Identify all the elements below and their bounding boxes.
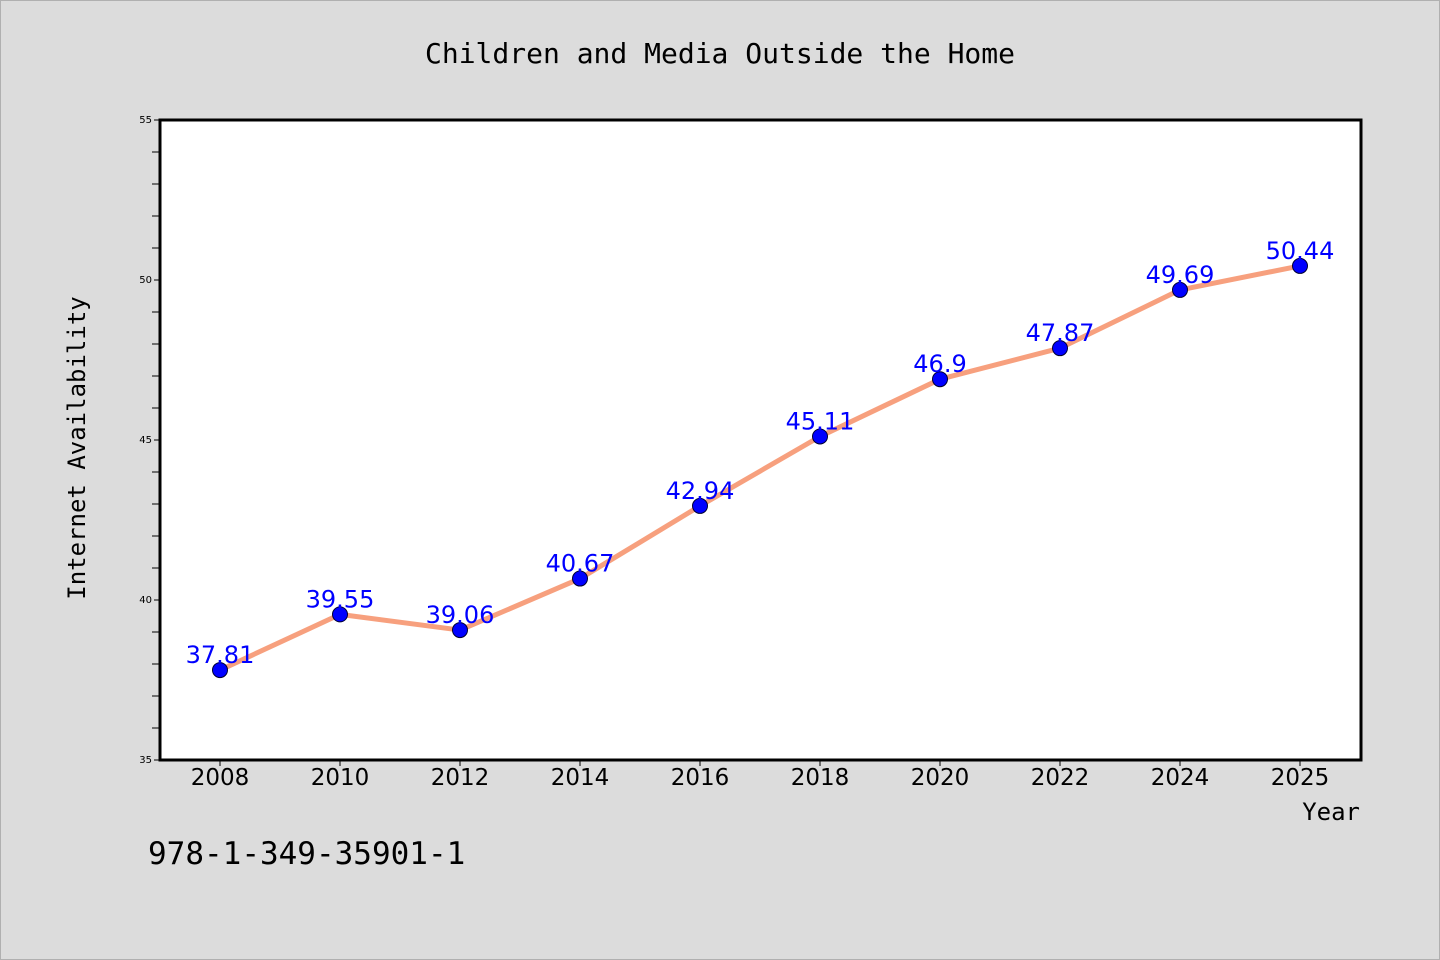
data-point bbox=[1052, 340, 1068, 357]
x-tick-label: 2018 bbox=[791, 765, 850, 791]
isbn-label: 978-1-349-35901-1 bbox=[148, 836, 465, 872]
series-line bbox=[217, 263, 1303, 673]
data-label: 39.06 bbox=[426, 601, 495, 629]
y-tick-label: 55 bbox=[139, 115, 152, 126]
data-label: 45.11 bbox=[786, 407, 855, 435]
y-tick-label: 45 bbox=[139, 435, 152, 446]
x-tick-label: 2022 bbox=[1031, 765, 1090, 791]
x-tick-label: 2008 bbox=[191, 765, 250, 791]
data-label: 37.81 bbox=[186, 641, 255, 669]
data-point bbox=[932, 371, 948, 388]
y-tick-label: 35 bbox=[139, 755, 152, 766]
data-point bbox=[332, 606, 348, 623]
plot-area bbox=[158, 118, 1363, 762]
y-axis-label: Internet Availability bbox=[63, 296, 91, 599]
data-point bbox=[1292, 257, 1308, 274]
data-point bbox=[572, 570, 588, 587]
x-tick-label: 2024 bbox=[1151, 765, 1210, 791]
data-point bbox=[1172, 281, 1188, 298]
x-tick-label: 2020 bbox=[911, 765, 970, 791]
data-label: 49.69 bbox=[1146, 261, 1215, 289]
data-label: 47.87 bbox=[1026, 319, 1095, 347]
data-point bbox=[452, 622, 468, 639]
data-point bbox=[212, 662, 228, 679]
data-point bbox=[812, 428, 828, 445]
data-label: 40.67 bbox=[546, 550, 615, 578]
x-tick-label: 2025 bbox=[1271, 765, 1330, 791]
data-point bbox=[692, 497, 708, 514]
series-group: 37.81 39.55 39.06 40.67 42.94 45.11 46.9 47.87 4… bbox=[186, 237, 1335, 679]
x-tick-label: 2016 bbox=[671, 765, 730, 791]
x-tick-label: 2010 bbox=[311, 765, 370, 791]
x-tick-label: 2014 bbox=[551, 765, 610, 791]
y-tick-label: 40 bbox=[139, 595, 152, 606]
x-axis-ticks: 2008 2010 2012 2014 2016 2018 2020 2022 2024 2025 bbox=[191, 760, 1330, 791]
data-label: 46.9 bbox=[913, 350, 966, 378]
y-axis-ticks: 35 40 45 50 55 bbox=[139, 115, 160, 766]
y-tick-label: 50 bbox=[139, 275, 152, 286]
chart-title: Children and Media Outside the Home bbox=[425, 37, 1015, 70]
data-label: 50.44 bbox=[1266, 237, 1335, 265]
data-label: 42.94 bbox=[666, 477, 735, 505]
x-tick-label: 2012 bbox=[431, 765, 490, 791]
data-label: 39.55 bbox=[306, 585, 375, 613]
x-axis-label: Year bbox=[1302, 798, 1360, 826]
